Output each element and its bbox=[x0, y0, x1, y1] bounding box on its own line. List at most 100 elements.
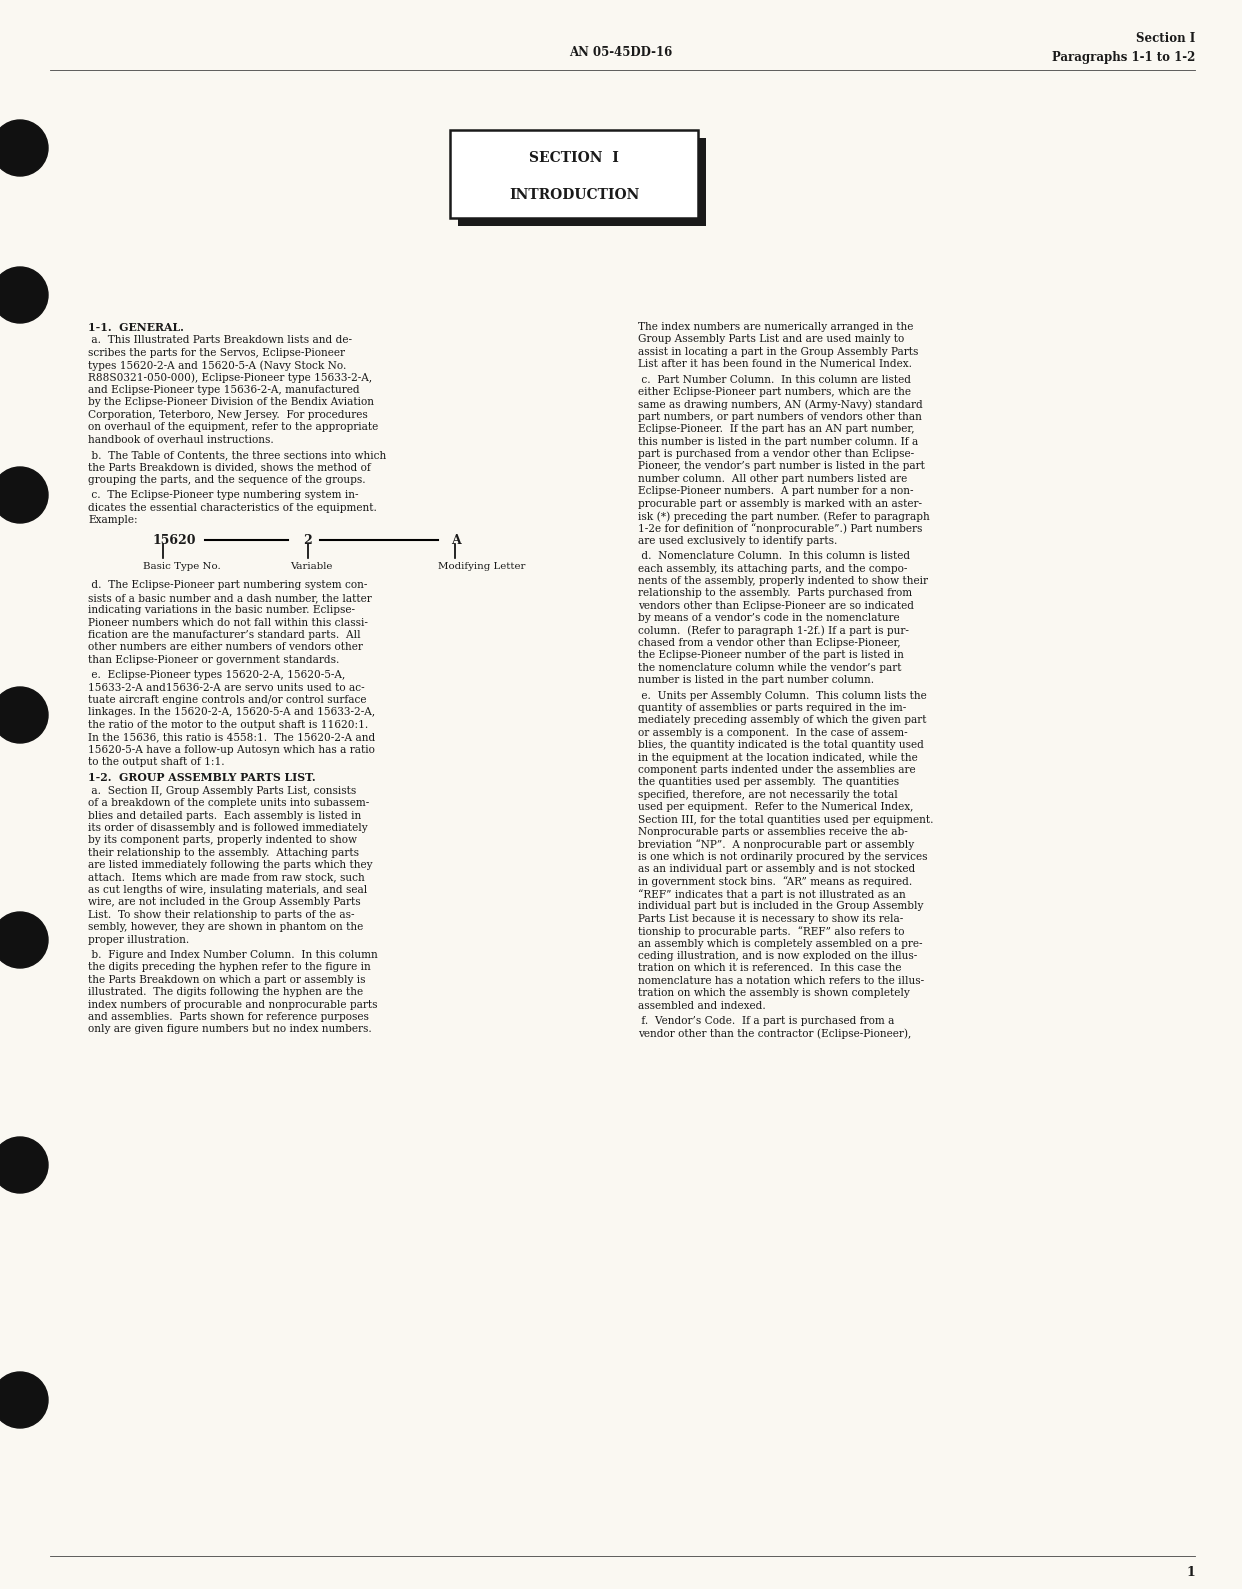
Text: Parts List because it is necessary to show its rela-: Parts List because it is necessary to sh… bbox=[638, 914, 903, 923]
Text: only are given figure numbers but no index numbers.: only are given figure numbers but no ind… bbox=[88, 1025, 371, 1034]
Text: INTRODUCTION: INTRODUCTION bbox=[509, 188, 640, 202]
Text: sists of a basic number and a dash number, the latter: sists of a basic number and a dash numbe… bbox=[88, 593, 371, 602]
Text: assembled and indexed.: assembled and indexed. bbox=[638, 1001, 766, 1011]
Text: 2: 2 bbox=[303, 534, 313, 547]
Text: an assembly which is completely assembled on a pre-: an assembly which is completely assemble… bbox=[638, 939, 923, 949]
Text: List.  To show their relationship to parts of the as-: List. To show their relationship to part… bbox=[88, 910, 354, 920]
Text: part is purchased from a vendor other than Eclipse-: part is purchased from a vendor other th… bbox=[638, 450, 914, 459]
Text: 1: 1 bbox=[1186, 1567, 1195, 1579]
Text: the digits preceding the hyphen refer to the figure in: the digits preceding the hyphen refer to… bbox=[88, 963, 371, 972]
Text: of a breakdown of the complete units into subassem-: of a breakdown of the complete units int… bbox=[88, 798, 369, 809]
Text: as an individual part or assembly and is not stocked: as an individual part or assembly and is… bbox=[638, 864, 915, 874]
Text: Corporation, Teterboro, New Jersey.  For procedures: Corporation, Teterboro, New Jersey. For … bbox=[88, 410, 368, 419]
Text: on overhaul of the equipment, refer to the appropriate: on overhaul of the equipment, refer to t… bbox=[88, 423, 379, 432]
Text: handbook of overhaul instructions.: handbook of overhaul instructions. bbox=[88, 435, 273, 445]
Text: b.  Figure and Index Number Column.  In this column: b. Figure and Index Number Column. In th… bbox=[88, 950, 378, 960]
Text: scribes the parts for the Servos, Eclipse-Pioneer: scribes the parts for the Servos, Eclips… bbox=[88, 348, 345, 358]
Text: c.  Part Number Column.  In this column are listed: c. Part Number Column. In this column ar… bbox=[638, 375, 910, 385]
Text: Pioneer, the vendor’s part number is listed in the part: Pioneer, the vendor’s part number is lis… bbox=[638, 461, 925, 472]
Text: proper illustration.: proper illustration. bbox=[88, 934, 189, 944]
Text: The index numbers are numerically arranged in the: The index numbers are numerically arrang… bbox=[638, 323, 913, 332]
Text: their relationship to the assembly.  Attaching parts: their relationship to the assembly. Atta… bbox=[88, 849, 359, 858]
Text: e.  Units per Assembly Column.  This column lists the: e. Units per Assembly Column. This colum… bbox=[638, 691, 927, 701]
Text: sembly, however, they are shown in phantom on the: sembly, however, they are shown in phant… bbox=[88, 922, 363, 933]
Text: attach.  Items which are made from raw stock, such: attach. Items which are made from raw st… bbox=[88, 872, 365, 882]
Text: Pioneer numbers which do not fall within this classi-: Pioneer numbers which do not fall within… bbox=[88, 618, 368, 628]
Text: this number is listed in the part number column. If a: this number is listed in the part number… bbox=[638, 437, 918, 447]
Circle shape bbox=[0, 1138, 48, 1193]
Text: nomenclature has a notation which refers to the illus-: nomenclature has a notation which refers… bbox=[638, 976, 924, 985]
Text: the Parts Breakdown on which a part or assembly is: the Parts Breakdown on which a part or a… bbox=[88, 974, 365, 985]
Text: are listed immediately following the parts which they: are listed immediately following the par… bbox=[88, 860, 373, 871]
Text: the quantities used per assembly.  The quantities: the quantities used per assembly. The qu… bbox=[638, 777, 899, 788]
Text: its order of disassembly and is followed immediately: its order of disassembly and is followed… bbox=[88, 823, 368, 833]
FancyBboxPatch shape bbox=[458, 138, 705, 226]
Text: R88S0321-050-000), Eclipse-Pioneer type 15633-2-A,: R88S0321-050-000), Eclipse-Pioneer type … bbox=[88, 372, 373, 383]
Text: Nonprocurable parts or assemblies receive the ab-: Nonprocurable parts or assemblies receiv… bbox=[638, 826, 908, 837]
Text: 15620: 15620 bbox=[153, 534, 196, 547]
Text: same as drawing numbers, AN (Army-Navy) standard: same as drawing numbers, AN (Army-Navy) … bbox=[638, 399, 923, 410]
Circle shape bbox=[0, 1371, 48, 1429]
Text: dicates the essential characteristics of the equipment.: dicates the essential characteristics of… bbox=[88, 502, 376, 513]
Circle shape bbox=[0, 267, 48, 323]
Text: assist in locating a part in the Group Assembly Parts: assist in locating a part in the Group A… bbox=[638, 346, 918, 358]
Text: number is listed in the part number column.: number is listed in the part number colu… bbox=[638, 675, 874, 685]
Text: 1-1.  GENERAL.: 1-1. GENERAL. bbox=[88, 323, 184, 334]
Text: Eclipse-Pioneer numbers.  A part number for a non-: Eclipse-Pioneer numbers. A part number f… bbox=[638, 486, 914, 496]
Text: b.  The Table of Contents, the three sections into which: b. The Table of Contents, the three sect… bbox=[88, 450, 386, 459]
Text: as cut lengths of wire, insulating materials, and seal: as cut lengths of wire, insulating mater… bbox=[88, 885, 368, 895]
Text: Group Assembly Parts List and are used mainly to: Group Assembly Parts List and are used m… bbox=[638, 334, 904, 345]
Text: chased from a vendor other than Eclipse-Pioneer,: chased from a vendor other than Eclipse-… bbox=[638, 639, 900, 648]
Text: d.  Nomenclature Column.  In this column is listed: d. Nomenclature Column. In this column i… bbox=[638, 551, 910, 561]
Text: 15620-5-A have a follow-up Autosyn which has a ratio: 15620-5-A have a follow-up Autosyn which… bbox=[88, 745, 375, 755]
Text: in the equipment at the location indicated, while the: in the equipment at the location indicat… bbox=[638, 753, 918, 763]
Text: illustrated.  The digits following the hyphen are the: illustrated. The digits following the hy… bbox=[88, 987, 363, 998]
Text: 15633-2-A and15636-2-A are servo units used to ac-: 15633-2-A and15636-2-A are servo units u… bbox=[88, 683, 365, 693]
Text: d.  The Eclipse-Pioneer part numbering system con-: d. The Eclipse-Pioneer part numbering sy… bbox=[88, 580, 368, 591]
Text: either Eclipse-Pioneer part numbers, which are the: either Eclipse-Pioneer part numbers, whi… bbox=[638, 388, 910, 397]
Text: indicating variations in the basic number. Eclipse-: indicating variations in the basic numbe… bbox=[88, 605, 355, 615]
Text: Example:: Example: bbox=[88, 515, 138, 524]
Text: column.  (Refer to paragraph 1-2f.) If a part is pur-: column. (Refer to paragraph 1-2f.) If a … bbox=[638, 626, 909, 636]
Text: blies, the quantity indicated is the total quantity used: blies, the quantity indicated is the tot… bbox=[638, 740, 924, 750]
Circle shape bbox=[0, 912, 48, 968]
Text: 1-2.  GROUP ASSEMBLY PARTS LIST.: 1-2. GROUP ASSEMBLY PARTS LIST. bbox=[88, 772, 315, 783]
Text: “REF” indicates that a part is not illustrated as an: “REF” indicates that a part is not illus… bbox=[638, 888, 905, 899]
Text: the Eclipse-Pioneer number of the part is listed in: the Eclipse-Pioneer number of the part i… bbox=[638, 650, 904, 661]
Text: quantity of assemblies or parts required in the im-: quantity of assemblies or parts required… bbox=[638, 702, 907, 713]
Text: f.  Vendor’s Code.  If a part is purchased from a: f. Vendor’s Code. If a part is purchased… bbox=[638, 1015, 894, 1026]
Text: SECTION  I: SECTION I bbox=[529, 151, 619, 165]
Text: other numbers are either numbers of vendors other: other numbers are either numbers of vend… bbox=[88, 642, 363, 653]
Text: mediately preceding assembly of which the given part: mediately preceding assembly of which th… bbox=[638, 715, 927, 726]
Text: used per equipment.  Refer to the Numerical Index,: used per equipment. Refer to the Numeric… bbox=[638, 802, 913, 812]
Text: by the Eclipse-Pioneer Division of the Bendix Aviation: by the Eclipse-Pioneer Division of the B… bbox=[88, 397, 374, 407]
Text: fication are the manufacturer’s standard parts.  All: fication are the manufacturer’s standard… bbox=[88, 629, 360, 640]
Text: nents of the assembly, properly indented to show their: nents of the assembly, properly indented… bbox=[638, 575, 928, 586]
Circle shape bbox=[0, 686, 48, 744]
Text: linkages. In the 15620-2-A, 15620-5-A and 15633-2-A,: linkages. In the 15620-2-A, 15620-5-A an… bbox=[88, 707, 375, 717]
Text: Paragraphs 1-1 to 1-2: Paragraphs 1-1 to 1-2 bbox=[1052, 51, 1195, 65]
Text: AN 05-45DD-16: AN 05-45DD-16 bbox=[569, 46, 673, 59]
Text: List after it has been found in the Numerical Index.: List after it has been found in the Nume… bbox=[638, 359, 912, 369]
Text: Section I: Section I bbox=[1135, 32, 1195, 44]
Text: Section III, for the total quantities used per equipment.: Section III, for the total quantities us… bbox=[638, 815, 934, 825]
Text: vendor other than the contractor (Eclipse-Pioneer),: vendor other than the contractor (Eclips… bbox=[638, 1028, 912, 1039]
Text: by means of a vendor’s code in the nomenclature: by means of a vendor’s code in the nomen… bbox=[638, 613, 899, 623]
Text: types 15620-2-A and 15620-5-A (Navy Stock No.: types 15620-2-A and 15620-5-A (Navy Stoc… bbox=[88, 361, 347, 370]
Text: and Eclipse-Pioneer type 15636-2-A, manufactured: and Eclipse-Pioneer type 15636-2-A, manu… bbox=[88, 385, 360, 396]
FancyBboxPatch shape bbox=[450, 130, 698, 218]
Text: or assembly is a component.  In the case of assem-: or assembly is a component. In the case … bbox=[638, 728, 908, 737]
Text: relationship to the assembly.  Parts purchased from: relationship to the assembly. Parts purc… bbox=[638, 588, 912, 599]
Text: 1-2e for definition of “nonprocurable”.) Part numbers: 1-2e for definition of “nonprocurable”.)… bbox=[638, 523, 923, 534]
Text: the nomenclature column while the vendor’s part: the nomenclature column while the vendor… bbox=[638, 663, 902, 672]
Circle shape bbox=[0, 467, 48, 523]
Text: isk (*) preceding the part number. (Refer to paragraph: isk (*) preceding the part number. (Refe… bbox=[638, 512, 930, 521]
Text: by its component parts, properly indented to show: by its component parts, properly indente… bbox=[88, 836, 356, 845]
Circle shape bbox=[0, 121, 48, 176]
Text: is one which is not ordinarily procured by the services: is one which is not ordinarily procured … bbox=[638, 852, 928, 861]
Text: vendors other than Eclipse-Pioneer are so indicated: vendors other than Eclipse-Pioneer are s… bbox=[638, 601, 914, 610]
Text: number column.  All other part numbers listed are: number column. All other part numbers li… bbox=[638, 474, 907, 483]
Text: index numbers of procurable and nonprocurable parts: index numbers of procurable and nonprocu… bbox=[88, 999, 378, 1009]
Text: wire, are not included in the Group Assembly Parts: wire, are not included in the Group Asse… bbox=[88, 898, 360, 907]
Text: a.  Section II, Group Assembly Parts List, consists: a. Section II, Group Assembly Parts List… bbox=[88, 787, 356, 796]
